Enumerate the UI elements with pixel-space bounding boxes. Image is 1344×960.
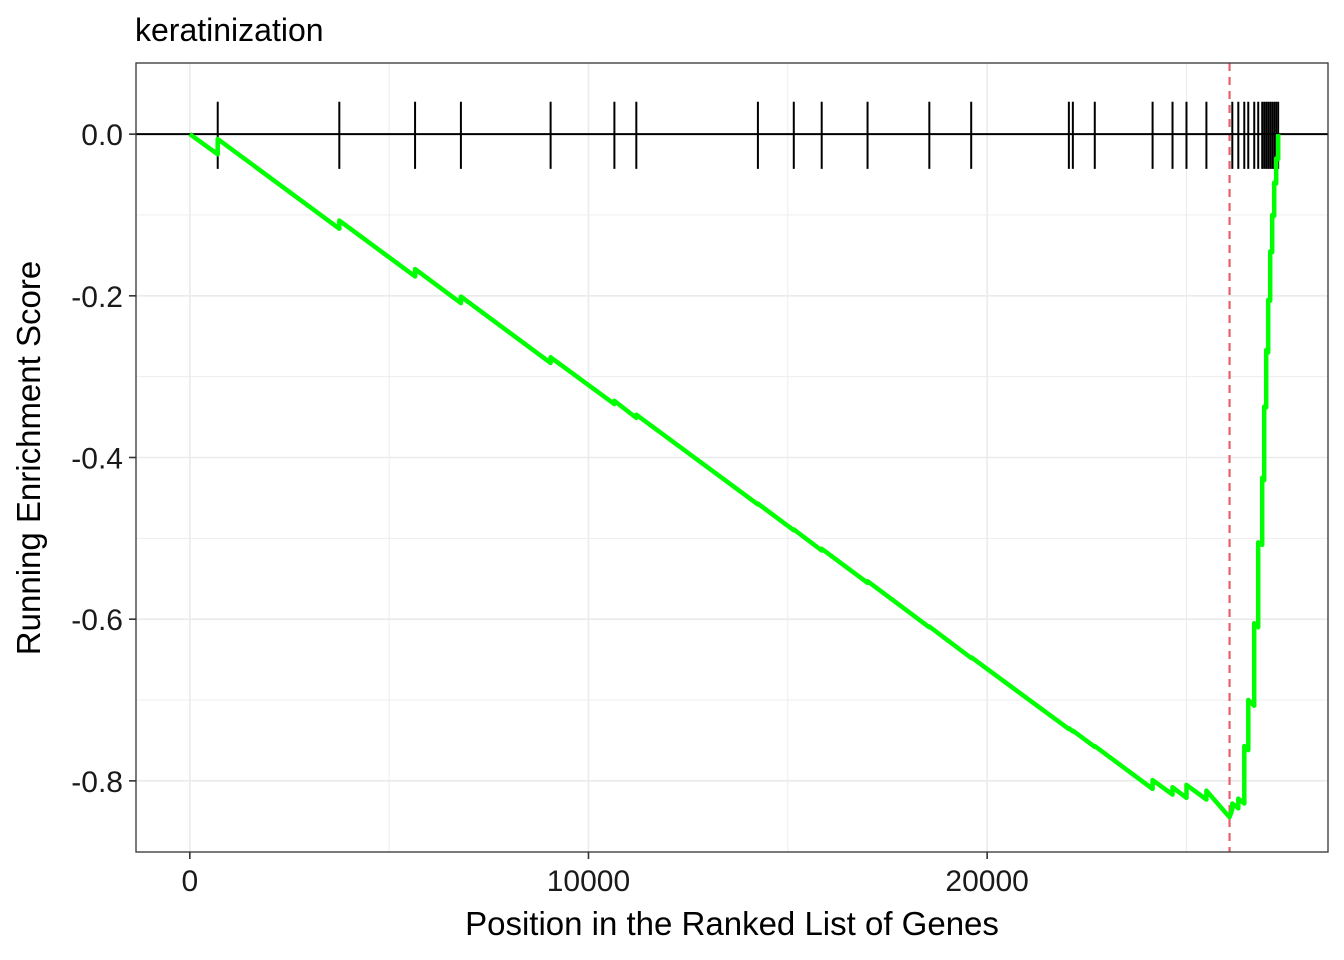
series-layer xyxy=(188,132,1281,820)
y-tick-label: -0.2 xyxy=(71,281,123,314)
y-tick-label: 0.0 xyxy=(81,119,123,152)
running-score-line xyxy=(188,132,1281,820)
y-axis-title: Running Enrichment Score xyxy=(10,261,47,655)
hit-ticks xyxy=(216,101,1280,169)
x-tick-label: 20000 xyxy=(945,865,1028,898)
x-axis: 0 10000 20000 xyxy=(181,852,1029,898)
x-tick-label: 10000 xyxy=(547,865,630,898)
x-axis-title: Position in the Ranked List of Genes xyxy=(465,905,999,942)
y-tick-label: -0.6 xyxy=(71,604,123,637)
x-tick-label: 0 xyxy=(181,865,198,898)
y-axis: 0.0 -0.2 -0.4 -0.6 -0.8 xyxy=(71,119,136,799)
y-tick-label: -0.4 xyxy=(71,443,123,476)
y-tick-label: -0.8 xyxy=(71,766,123,799)
chart-title: keratinization xyxy=(135,12,324,48)
